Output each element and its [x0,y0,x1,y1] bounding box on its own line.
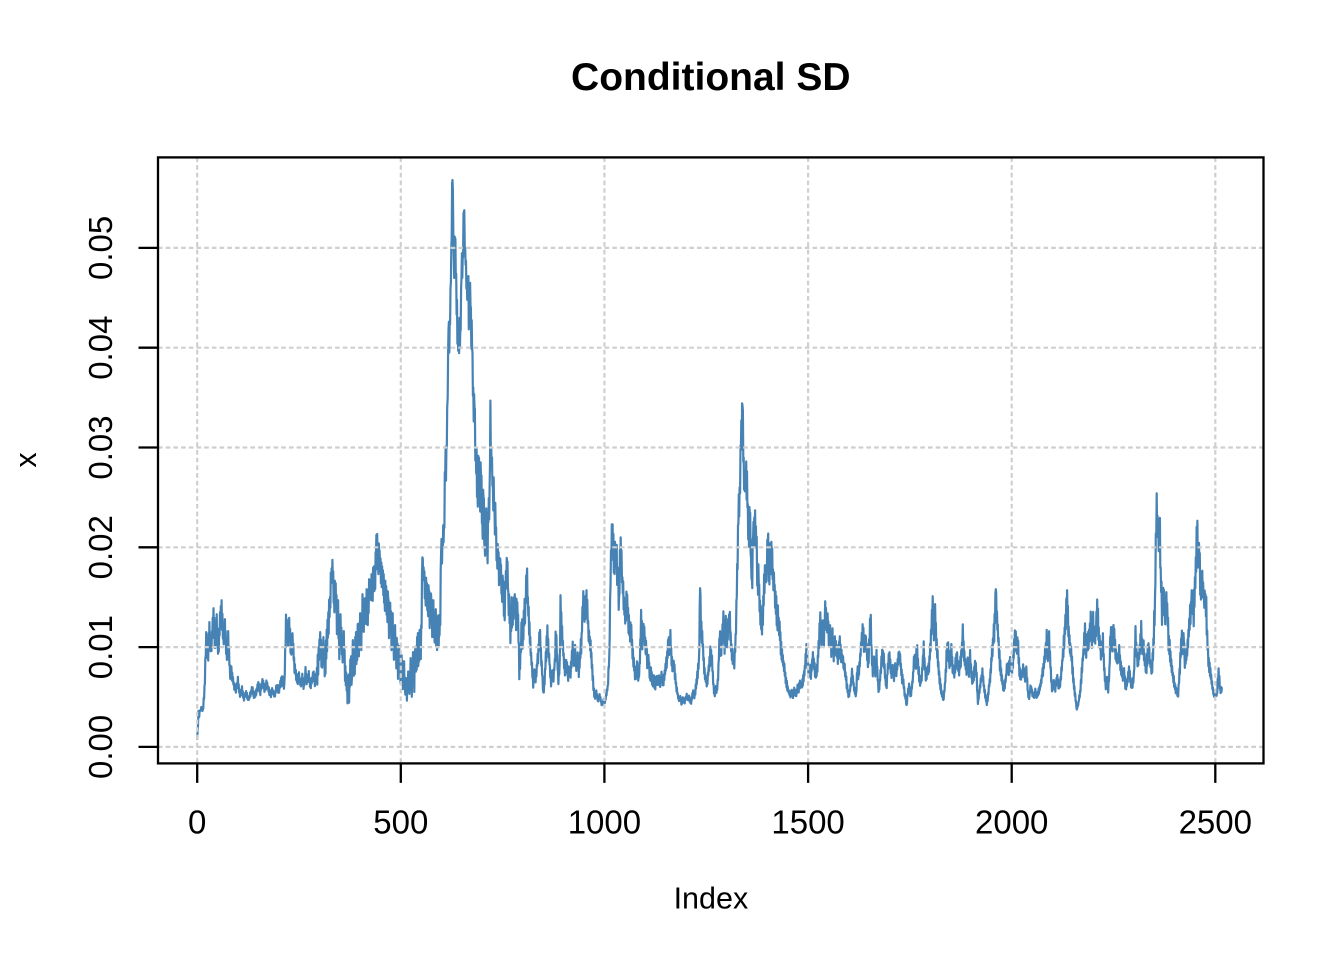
svg-text:0: 0 [188,804,206,841]
svg-text:Conditional SD: Conditional SD [571,56,850,99]
svg-text:Index: Index [674,882,749,916]
svg-text:1500: 1500 [771,804,844,841]
svg-text:2000: 2000 [975,804,1048,841]
svg-text:0.02: 0.02 [82,515,119,579]
svg-text:2500: 2500 [1179,804,1252,841]
svg-text:0.04: 0.04 [82,316,119,380]
svg-text:0.01: 0.01 [82,615,119,679]
svg-text:x: x [9,452,43,467]
svg-text:1000: 1000 [568,804,641,841]
svg-text:0.00: 0.00 [82,715,119,779]
svg-text:0.05: 0.05 [82,216,119,280]
svg-text:500: 500 [373,804,428,841]
svg-text:0.03: 0.03 [82,415,119,479]
